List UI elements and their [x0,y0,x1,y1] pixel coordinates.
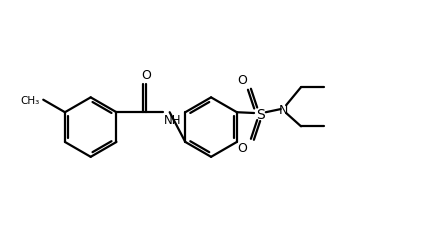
Text: S: S [256,107,265,121]
Text: O: O [237,142,247,155]
Text: NH: NH [164,114,182,126]
Text: N: N [279,103,288,116]
Text: O: O [141,69,151,81]
Text: CH₃: CH₃ [21,95,40,105]
Text: O: O [237,74,247,87]
